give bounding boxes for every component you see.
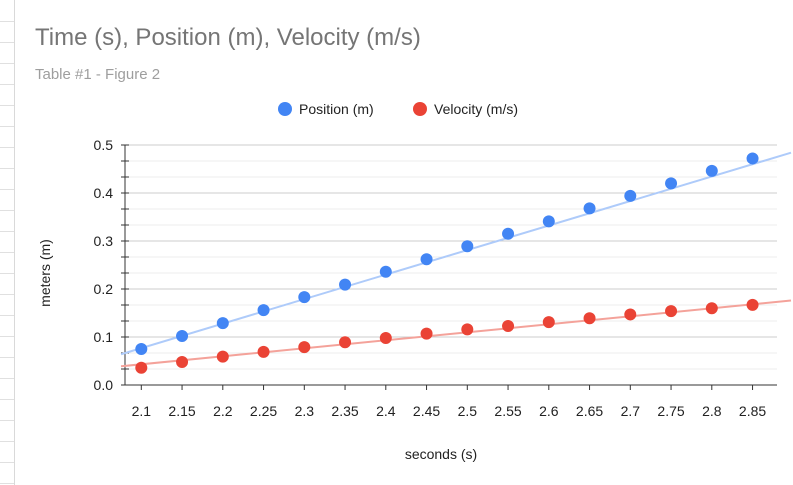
point-series-1 (135, 361, 148, 374)
point-series-0 (624, 189, 637, 202)
row-divider (0, 252, 14, 253)
row-divider (0, 315, 14, 316)
row-divider (0, 357, 14, 358)
point-series-0 (583, 202, 596, 215)
row-divider (0, 273, 14, 274)
point-series-0 (216, 317, 229, 330)
spreadsheet-row-strip (0, 0, 15, 485)
point-series-1 (298, 341, 311, 354)
x-tick-label: 2.45 (413, 403, 440, 419)
x-tick-label: 2.65 (576, 403, 603, 419)
row-divider (0, 420, 14, 421)
x-tick-label: 2.3 (295, 403, 315, 419)
legend-marker-1 (413, 102, 427, 116)
row-divider (0, 147, 14, 148)
point-series-1 (379, 331, 392, 344)
row-divider (0, 210, 14, 211)
point-series-1 (176, 355, 189, 368)
data-points (135, 152, 759, 374)
grid (125, 144, 777, 386)
row-divider (0, 189, 14, 190)
row-divider (0, 294, 14, 295)
row-divider (0, 168, 14, 169)
row-divider (0, 42, 14, 43)
row-divider (0, 84, 14, 85)
point-series-1 (583, 312, 596, 325)
legend: Position (m) Velocity (m/s) (278, 101, 518, 117)
x-tick-label: 2.1 (132, 403, 152, 419)
point-series-0 (665, 177, 678, 190)
point-series-0 (257, 304, 270, 317)
point-series-0 (379, 265, 392, 278)
row-divider (0, 378, 14, 379)
point-series-0 (705, 164, 718, 177)
point-series-1 (705, 302, 718, 315)
row-divider (0, 126, 14, 127)
x-tick-label: 2.8 (702, 403, 722, 419)
row-divider (0, 441, 14, 442)
x-tick-label: 2.15 (168, 403, 195, 419)
x-tick-label: 2.5 (458, 403, 478, 419)
point-series-1 (216, 350, 229, 363)
legend-marker-0 (278, 102, 292, 116)
trendline-1 (120, 299, 792, 368)
x-tick-label: 2.75 (657, 403, 684, 419)
x-tick-label: 2.55 (494, 403, 521, 419)
point-series-1 (542, 316, 555, 329)
point-series-1 (339, 336, 352, 349)
x-tick-label: 2.4 (376, 403, 396, 419)
point-series-0 (176, 330, 189, 343)
chart-subtitle: Table #1 - Figure 2 (35, 66, 161, 83)
x-tick-label: 2.2 (213, 403, 233, 419)
chart-card[interactable]: Time (s), Position (m), Velocity (m/s) T… (15, 0, 793, 485)
point-series-0 (746, 152, 759, 165)
x-tick-label: 2.6 (539, 403, 559, 419)
row-divider (0, 483, 14, 484)
row-divider (0, 21, 14, 22)
axes: 0.0 0.1 0.2 0.3 0.4 0.5 2.1 2.15 2.2 2.25 2.3 2.35 2… (94, 137, 777, 419)
x-tick-label: 2.7 (621, 403, 641, 419)
point-series-1 (420, 327, 433, 340)
chart-title: Time (s), Position (m), Velocity (m/s) (35, 24, 421, 51)
x-tick-label: 2.85 (739, 403, 766, 419)
point-series-0 (420, 253, 433, 266)
row-divider (0, 399, 14, 400)
y-tick-label: 0.0 (94, 377, 114, 393)
point-series-0 (135, 343, 148, 355)
point-series-1 (257, 345, 270, 358)
point-series-0 (542, 215, 555, 228)
y-tick-label: 0.3 (94, 233, 114, 249)
point-series-0 (298, 291, 311, 304)
row-divider (0, 231, 14, 232)
y-axis-label: meters (m) (37, 239, 53, 307)
point-series-1 (665, 305, 678, 318)
trendline-0 (120, 151, 792, 356)
y-tick-label: 0.4 (94, 185, 114, 201)
row-divider (0, 462, 14, 463)
trendlines (120, 151, 792, 368)
x-axis-label: seconds (s) (405, 446, 477, 462)
point-series-1 (461, 323, 474, 336)
x-tick-label: 2.35 (331, 403, 358, 419)
row-divider (0, 63, 14, 64)
legend-label-1: Velocity (m/s) (434, 101, 518, 117)
row-divider (0, 105, 14, 106)
point-series-0 (502, 227, 515, 240)
point-series-0 (461, 240, 474, 253)
legend-label-0: Position (m) (299, 101, 374, 117)
row-divider (0, 336, 14, 337)
y-tick-label: 0.5 (94, 137, 114, 153)
point-series-1 (624, 308, 637, 321)
x-tick-label: 2.25 (250, 403, 277, 419)
y-tick-label: 0.2 (94, 281, 114, 297)
chart-plot: Position (m) Velocity (m/s) 0.00.10.20.30… (37, 101, 792, 462)
point-series-1 (502, 319, 515, 332)
point-series-1 (746, 298, 759, 311)
y-tick-label: 0.1 (94, 329, 114, 345)
point-series-0 (339, 278, 352, 291)
